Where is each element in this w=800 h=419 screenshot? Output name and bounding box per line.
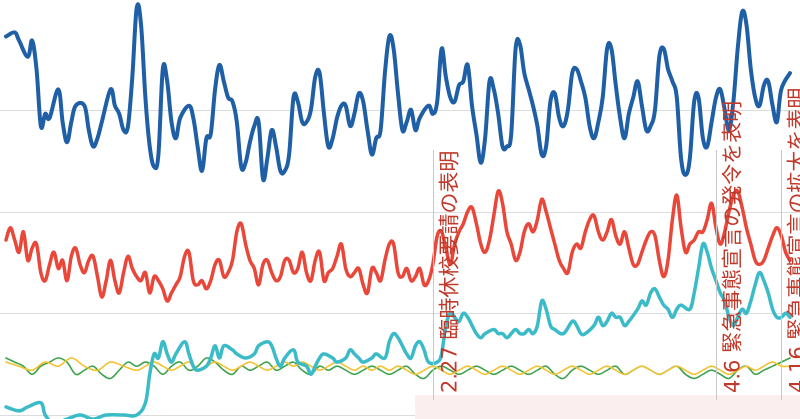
event-label-0: 2.27 臨時休校要請の表明 xyxy=(438,151,462,393)
series-line-4 xyxy=(5,357,791,376)
series-lines xyxy=(4,2,792,419)
event-label-2: 4.16 緊急事態宣言の拡大を表明 xyxy=(786,88,800,393)
event-label-1: 4.6 緊急事態宣言の発令を表明 xyxy=(721,101,745,393)
series-line-2 xyxy=(4,241,792,419)
event-markers: 2.27 臨時休校要請の表明 4.6 緊急事態宣言の発令を表明 4.16 緊急事態宣… xyxy=(433,88,800,400)
series-line-0 xyxy=(4,2,792,183)
plot-band-highlight xyxy=(415,395,800,419)
series-line-1 xyxy=(4,188,792,303)
